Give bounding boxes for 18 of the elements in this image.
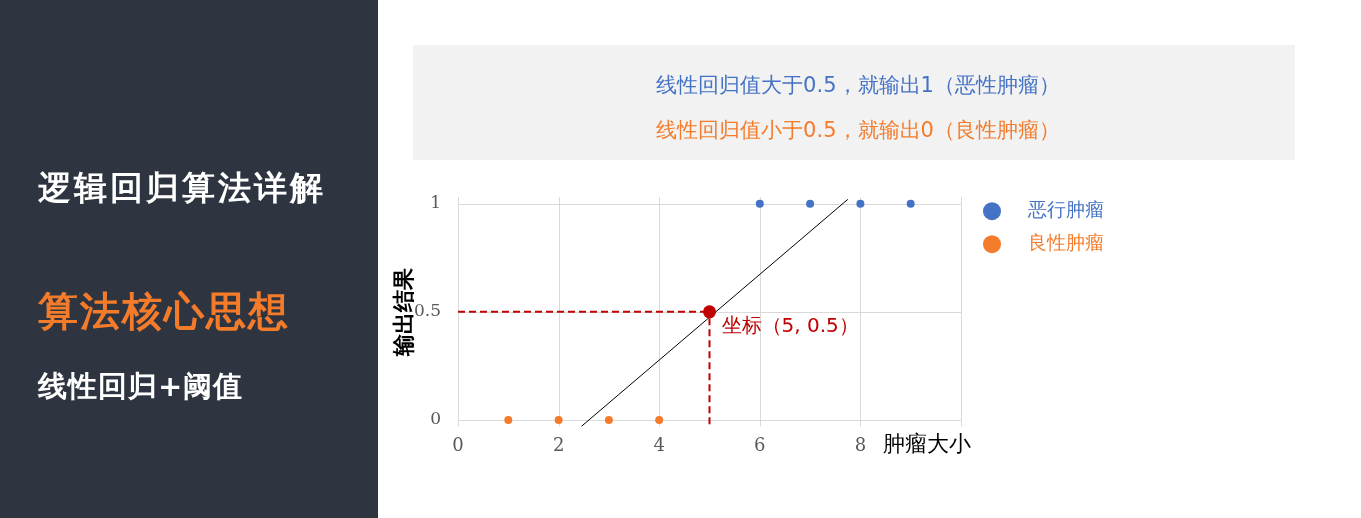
y-tick-label: 1 [430,192,441,213]
text: 线性回归值大于0.5，就输出1（恶性肿瘤） [655,73,1061,97]
x-tick-label: 2 [552,433,565,455]
legend-label: 恶行肿瘤 [1027,198,1104,221]
y-tick-label: 0 [430,408,441,429]
text: 算法核心思想 [38,288,290,334]
text: 线性回归+阈值 [38,369,244,403]
legend-label: 良性肿瘤 [1028,231,1104,254]
y-axis-title: 输出结果 [390,266,416,357]
x-tick-label: 8 [854,433,867,455]
y-tick-label: 0.5 [413,300,441,321]
x-axis-title: 肿瘤大小 [883,431,971,457]
annotation: 坐标（5, 0.5） [721,313,859,338]
text: 逻辑回归算法详解 [38,168,326,207]
text: 线性回归值小于0.5，就输出0（良性肿瘤） [655,118,1061,142]
x-tick-label: 0 [452,433,464,455]
x-tick-label: 4 [653,433,665,455]
x-tick-label: 6 [754,433,766,455]
